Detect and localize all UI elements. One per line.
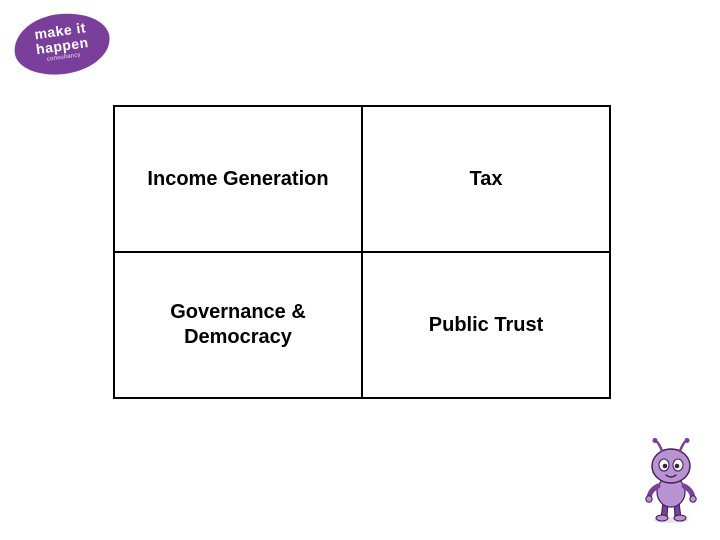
cell-income-generation: Income Generation [114, 106, 362, 252]
cell-label: Governance &Democracy [170, 301, 306, 348]
cell-tax: Tax [362, 106, 610, 252]
cell-public-trust: Public Trust [362, 252, 610, 398]
logo-text: make it happenconsultancy [33, 20, 91, 65]
cell-label: Public Trust [429, 314, 543, 336]
logo-badge: make it happenconsultancy [10, 8, 113, 81]
cell-label: Income Generation [147, 168, 328, 190]
cell-label: Tax [470, 168, 503, 190]
topic-grid: Income Generation Tax Governance &Democr… [113, 105, 611, 399]
mascot-icon [640, 438, 702, 524]
table-row: Governance &Democracy Public Trust [114, 252, 610, 398]
table-row: Income Generation Tax [114, 106, 610, 252]
cell-governance-democracy: Governance &Democracy [114, 252, 362, 398]
